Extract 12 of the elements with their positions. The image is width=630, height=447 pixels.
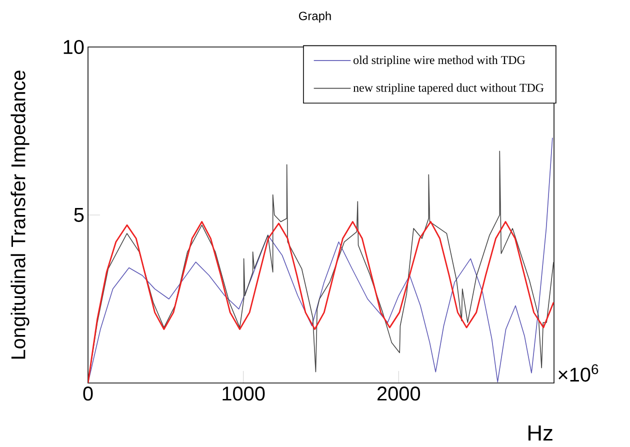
y-axis-title: Longitudinal Transfer Impedance	[10, 70, 30, 359]
legend-label: old stripline wire method with TDG	[354, 56, 526, 67]
x-tick-label: 2000	[378, 386, 420, 401]
x-axis-title: Hz	[528, 425, 552, 441]
text: ×10$^{6}$	[558, 364, 598, 382]
y-tick-label: 10	[64, 40, 84, 54]
legend-label: new stripline tapered duct without TDG	[353, 83, 544, 94]
x-tick-label: 1000	[222, 386, 265, 401]
y-tick-label: 5	[74, 208, 84, 222]
x-tick-label: 0	[83, 386, 93, 401]
line-series	[88, 221, 554, 383]
chart-title: Graph	[298, 11, 331, 23]
